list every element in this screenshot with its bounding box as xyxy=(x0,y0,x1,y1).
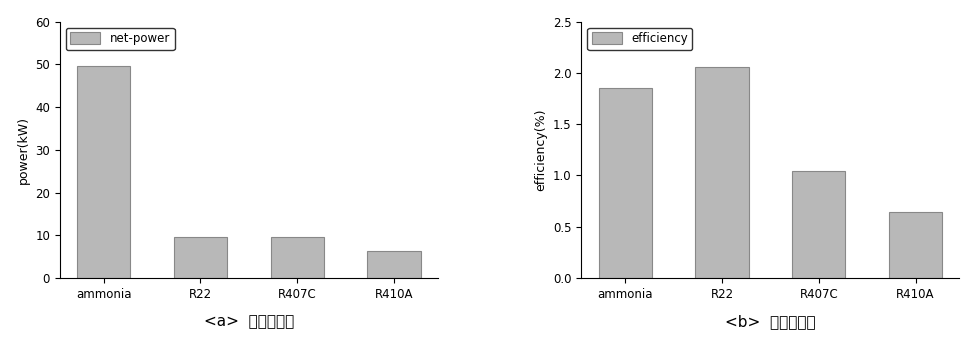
Bar xyxy=(174,237,227,278)
Bar xyxy=(77,66,130,278)
Bar xyxy=(598,88,652,278)
Text: <b>  사이클효율: <b> 사이클효율 xyxy=(725,314,816,329)
Bar xyxy=(889,212,942,278)
Bar xyxy=(793,171,845,278)
Bar xyxy=(695,67,749,278)
Y-axis label: efficiency(%): efficiency(%) xyxy=(535,108,548,191)
Legend: net-power: net-power xyxy=(65,27,175,50)
Y-axis label: power(kW): power(kW) xyxy=(17,116,29,184)
Bar xyxy=(367,251,421,278)
Bar xyxy=(270,237,324,278)
Legend: efficiency: efficiency xyxy=(588,27,692,50)
Text: <a>  사이클출력: <a> 사이클출력 xyxy=(204,314,294,329)
